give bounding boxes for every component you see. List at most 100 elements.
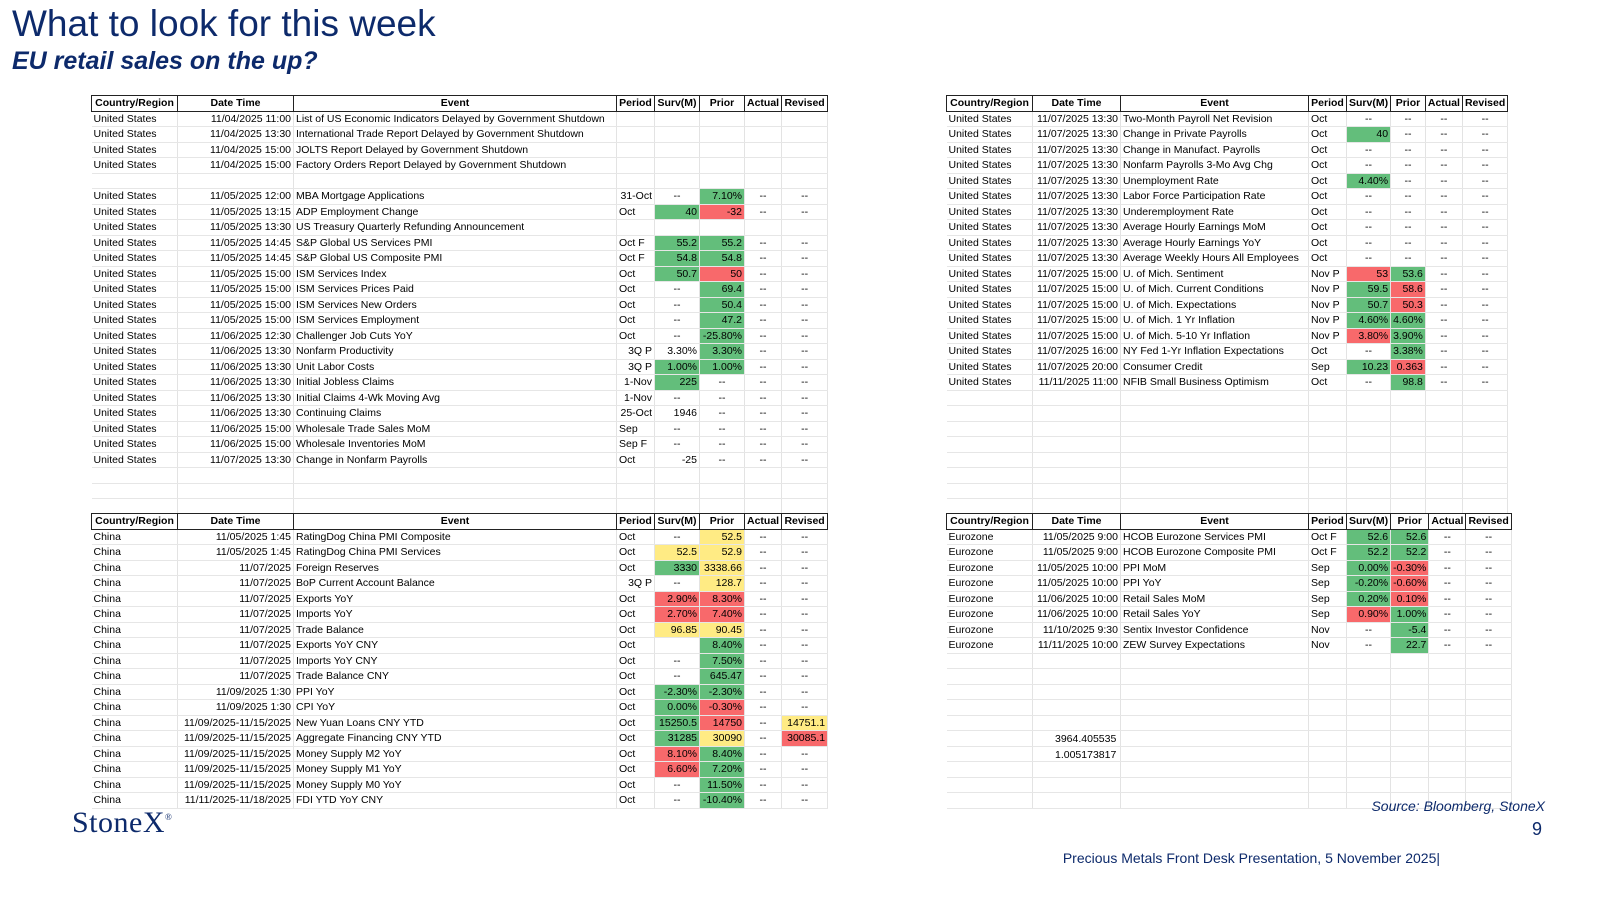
- cell-revised: --: [1462, 359, 1509, 375]
- cell-revised: --: [781, 622, 829, 638]
- cell-actual: --: [1425, 343, 1463, 360]
- header-prior: Prior: [699, 513, 745, 530]
- cell-survey: [1346, 421, 1392, 437]
- cell-datetime: 11/05/2025 9:00: [1032, 529, 1121, 545]
- cell-event: U. of Mich. Sentiment: [1120, 266, 1309, 282]
- cell-event: Imports YoY CNY: [293, 653, 617, 669]
- cell-actual: [744, 498, 783, 515]
- cell-revised: [1462, 498, 1509, 515]
- cell-actual: [744, 111, 783, 127]
- registered-mark: ®: [165, 812, 173, 822]
- cell-datetime: 11/07/2025 13:30: [1032, 157, 1121, 174]
- cell-datetime: 11/05/2025 15:00: [177, 297, 294, 313]
- cell-survey: [654, 467, 700, 484]
- cell-event: U. of Mich. Expectations: [1120, 297, 1309, 313]
- cell-country: China: [91, 622, 178, 638]
- cell-country: [946, 730, 1033, 747]
- cell-datetime: 11/09/2025-11/15/2025: [177, 761, 294, 778]
- cell-period: Oct: [616, 297, 655, 313]
- cell-revised: --: [781, 297, 829, 313]
- cell-country: [946, 684, 1033, 700]
- cell-datetime: 11/07/2025 13:30: [1032, 142, 1121, 158]
- table-row: United States 11/04/2025 15:00 Factory Ord…: [91, 157, 829, 174]
- cell-revised: [781, 498, 829, 515]
- cell-datetime: 11/07/2025 13:30: [1032, 188, 1121, 205]
- header-actual: Actual: [743, 95, 783, 112]
- cell-period: Oct: [1308, 374, 1347, 391]
- cell-actual: [744, 483, 783, 499]
- cell-period: [1308, 761, 1347, 778]
- cell-revised: --: [781, 452, 829, 468]
- cell-country: United States: [946, 142, 1033, 158]
- cell-revised: --: [1465, 544, 1512, 561]
- cell-survey: [1346, 777, 1392, 793]
- cell-survey: 31285: [654, 730, 700, 747]
- cell-event: ADP Employment Change: [293, 204, 617, 220]
- cell-actual: [1428, 684, 1467, 700]
- cell-prior: 47.2: [699, 312, 745, 329]
- us-calendar-table-wrap: Country/Region Date Time Event Period Surv(M…: [91, 95, 829, 515]
- cell-datetime: 11/07/2025 15:00: [1032, 297, 1121, 313]
- cell-prior: --: [699, 390, 745, 406]
- cell-datetime: 11/07/2025 13:30: [1032, 219, 1121, 236]
- cell-prior: 3338.66: [699, 560, 745, 576]
- cell-period: [616, 126, 655, 143]
- cell-period: Oct: [616, 699, 655, 716]
- cell-country: United States: [946, 343, 1033, 360]
- cell-country: China: [91, 746, 178, 762]
- table-header-row: Country/Region Date Time Event Period Surv(M…: [91, 95, 829, 112]
- table-row: United States 11/07/2025 13:30 Underemploy…: [946, 204, 1509, 220]
- cell-country: United States: [946, 204, 1033, 220]
- table-row: China 11/07/2025 Imports YoY CNY Oct -- 7.50%…: [91, 653, 829, 669]
- table-row: United States 11/06/2025 13:30 Unit Labor …: [91, 359, 829, 375]
- cell-datetime: 11/05/2025 13:30: [177, 219, 294, 236]
- header-datetime: Date Time: [1032, 513, 1121, 530]
- table-row: United States 11/07/2025 13:30 Average Wee…: [946, 250, 1509, 267]
- cell-country: China: [91, 668, 178, 685]
- cell-actual: --: [744, 653, 783, 669]
- cell-period: Oct: [616, 544, 655, 561]
- cell-country: [946, 792, 1033, 809]
- cell-event: Factory Orders Report Delayed by Governm…: [293, 157, 617, 174]
- cell-event: ZEW Survey Expectations: [1120, 637, 1309, 654]
- cell-survey: --: [654, 281, 700, 298]
- table-row: Eurozone 11/11/2025 10:00 ZEW Survey Expec…: [946, 637, 1512, 654]
- cell-datetime: [1032, 405, 1121, 422]
- cell-country: United States: [946, 157, 1033, 174]
- cell-prior: [1390, 730, 1430, 747]
- cell-country: United States: [946, 359, 1033, 375]
- table-header-row: Country/Region Date Time Event Period Surv(M…: [946, 95, 1509, 112]
- cell-period: Oct: [1308, 188, 1347, 205]
- cell-period: Oct F: [1308, 544, 1347, 561]
- cell-period: Oct F: [616, 235, 655, 251]
- cell-period: Oct: [1308, 219, 1347, 236]
- cell-country: United States: [91, 157, 178, 174]
- cell-revised: --: [1465, 560, 1512, 576]
- cell-survey: 59.5: [1346, 281, 1392, 298]
- cell-prior: 69.4: [699, 281, 745, 298]
- table-row: United States 11/11/2025 11:00 NFIB Small …: [946, 374, 1509, 391]
- cell-datetime: 11/05/2025 15:00: [177, 281, 294, 298]
- cell-revised: [781, 219, 829, 236]
- cell-actual: --: [744, 343, 783, 360]
- table-row: Eurozone 11/06/2025 10:00 Retail Sales MoM…: [946, 591, 1512, 607]
- cell-revised: --: [781, 761, 829, 778]
- cell-country: China: [91, 591, 178, 607]
- cell-actual: --: [744, 204, 783, 220]
- cell-actual: --: [1428, 544, 1467, 561]
- cell-datetime: [1032, 777, 1121, 793]
- cell-survey: --: [654, 297, 700, 313]
- cell-country: [946, 653, 1033, 669]
- cell-prior: --: [1390, 250, 1426, 267]
- cell-event: CPI YoY: [293, 699, 617, 716]
- cell-actual: --: [1425, 173, 1463, 189]
- cell-period: Sep F: [616, 436, 655, 453]
- table-row: United States 11/05/2025 15:00 ISM Service…: [91, 297, 829, 313]
- cell-event: Unemployment Rate: [1120, 173, 1309, 189]
- cell-survey: --: [1346, 250, 1392, 267]
- table-row: [946, 792, 1512, 809]
- cell-event: NY Fed 1-Yr Inflation Expectations: [1120, 343, 1309, 360]
- cell-period: [1308, 777, 1347, 793]
- cell-actual: --: [744, 452, 783, 468]
- cell-actual: --: [744, 761, 783, 778]
